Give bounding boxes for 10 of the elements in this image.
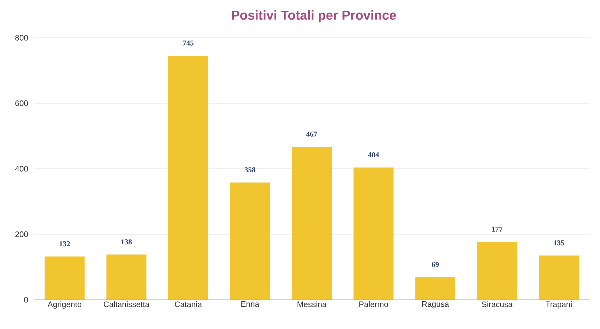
bar	[539, 256, 580, 300]
bar	[292, 147, 332, 300]
bar	[230, 182, 270, 300]
bar	[44, 256, 85, 300]
bar	[416, 277, 456, 300]
bar	[354, 168, 394, 300]
bar	[168, 56, 208, 300]
bar	[106, 254, 147, 300]
bar	[477, 242, 518, 300]
chart-title: Positivi Totali per Province	[232, 10, 396, 23]
